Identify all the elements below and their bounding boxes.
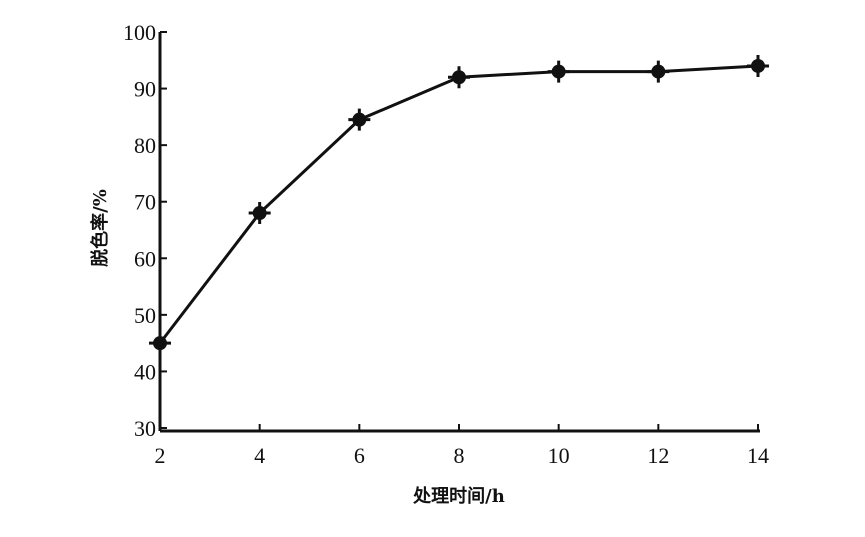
series-line <box>158 64 759 345</box>
y-tick-label: 30 <box>134 416 156 441</box>
y-tick-label: 100 <box>123 20 156 45</box>
x-tick-label: 10 <box>548 443 570 468</box>
data-point-marker <box>348 108 371 131</box>
data-point-marker <box>747 54 769 77</box>
y-axis-label: 脱色率/% <box>89 189 111 267</box>
x-tick-label: 8 <box>454 443 465 468</box>
y-tick-label: 70 <box>134 190 156 215</box>
y-tick-label: 90 <box>134 77 156 102</box>
y-tick-label: 80 <box>134 133 156 158</box>
x-tick-label: 14 <box>747 443 769 468</box>
data-point-marker <box>248 202 271 225</box>
y-tick-label: 50 <box>134 303 156 328</box>
x-axis-label: 处理时间/h <box>412 485 505 507</box>
data-point-marker <box>448 66 470 89</box>
data-point-marker <box>547 60 570 83</box>
x-tick-label: 6 <box>354 443 365 468</box>
y-tick-label: 60 <box>134 246 156 271</box>
y-tick-label: 40 <box>134 359 156 384</box>
x-tick-label: 4 <box>254 443 265 468</box>
data-point-marker <box>647 60 670 83</box>
x-tick-label: 12 <box>647 443 669 468</box>
data-point-marker <box>149 332 171 355</box>
x-tick-label: 2 <box>155 443 166 468</box>
